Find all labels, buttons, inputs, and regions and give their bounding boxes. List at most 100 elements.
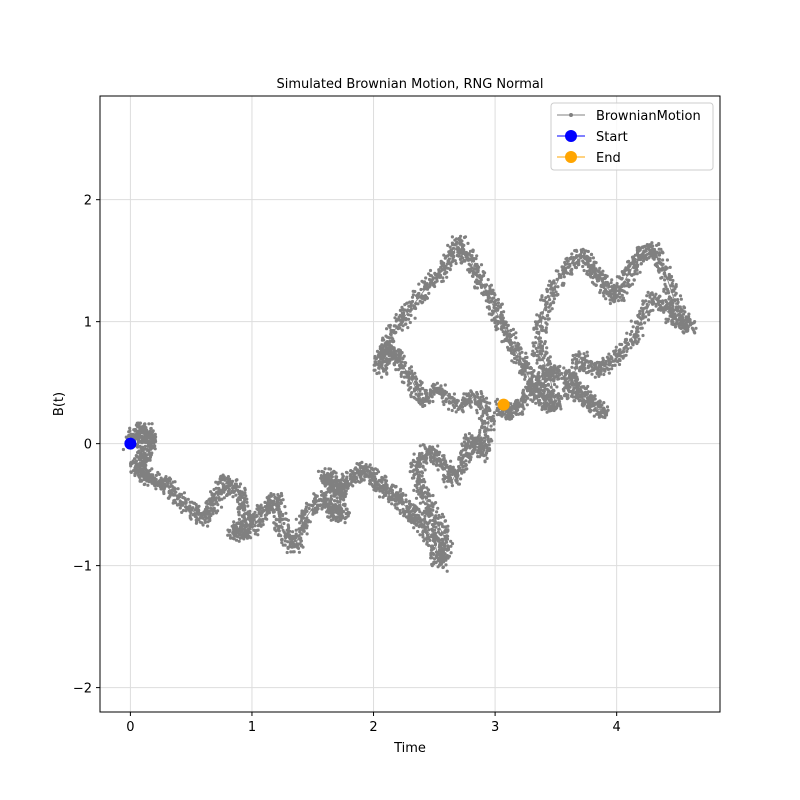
brownian-point (474, 257, 478, 261)
brownian-point (496, 319, 500, 324)
brownian-point (401, 492, 405, 496)
brownian-point (201, 523, 205, 527)
brownian-point (136, 424, 140, 428)
brownian-point (626, 260, 630, 264)
brownian-point (414, 392, 418, 396)
brownian-point (540, 294, 544, 298)
brownian-point (682, 326, 687, 330)
brownian-point (424, 276, 428, 280)
brownian-point (275, 507, 279, 511)
brownian-point (571, 258, 576, 262)
brownian-point (475, 411, 479, 415)
brownian-point (221, 485, 225, 489)
brownian-point (421, 535, 425, 539)
brownian-point (320, 499, 324, 503)
brownian-point (315, 494, 319, 498)
brownian-point (232, 537, 236, 541)
brownian-point (454, 475, 459, 479)
brownian-point (400, 305, 404, 309)
brownian-point (451, 243, 455, 247)
brownian-point (154, 435, 158, 439)
brownian-point (206, 520, 210, 524)
brownian-point (333, 499, 337, 503)
brownian-point (188, 509, 192, 513)
brownian-point (459, 477, 463, 481)
brownian-point (605, 290, 609, 294)
brownian-point (227, 530, 231, 534)
brownian-point (435, 388, 439, 393)
brownian-point (461, 448, 465, 452)
brownian-point (444, 485, 448, 489)
brownian-point (404, 316, 408, 321)
brownian-point (428, 390, 433, 395)
brownian-point (598, 290, 602, 295)
brownian-point (537, 314, 541, 318)
brownian-point (476, 435, 480, 439)
brownian-point (418, 383, 422, 387)
brownian-point (277, 512, 281, 516)
brownian-point (694, 326, 698, 330)
brownian-point (328, 511, 332, 515)
brownian-point (393, 493, 397, 497)
brownian-point (377, 371, 381, 375)
brownian-point (538, 344, 542, 348)
brownian-point (224, 477, 228, 481)
brownian-point (410, 369, 414, 373)
brownian-point (432, 533, 436, 537)
brownian-point (597, 270, 601, 274)
brownian-point (471, 269, 475, 273)
brownian-point (138, 478, 142, 482)
brownian-point (398, 508, 402, 513)
brownian-point (463, 433, 468, 437)
brownian-point (334, 509, 339, 513)
brownian-point (437, 548, 441, 552)
brownian-point (601, 269, 605, 273)
brownian-point (532, 344, 536, 348)
brownian-point (665, 258, 670, 262)
brownian-point (299, 536, 303, 540)
brownian-point (459, 238, 463, 242)
brownian-point (392, 351, 396, 355)
brownian-point (157, 472, 161, 476)
brownian-point (601, 284, 605, 288)
brownian-point (387, 346, 391, 350)
brownian-point (597, 278, 601, 283)
brownian-point (325, 510, 329, 514)
brownian-point (642, 250, 646, 254)
brownian-point (143, 425, 147, 429)
brownian-point (450, 408, 454, 413)
brownian-point (423, 480, 427, 484)
brownian-point (427, 506, 431, 510)
brownian-point (372, 475, 376, 479)
brownian-point (244, 494, 248, 498)
brownian-point (535, 361, 539, 365)
brownian-point (441, 276, 445, 280)
brownian-point (678, 294, 683, 298)
brownian-point (476, 395, 480, 399)
brownian-point (332, 469, 336, 473)
brownian-point (148, 432, 153, 436)
brownian-point (207, 498, 211, 502)
brownian-point (146, 483, 150, 487)
brownian-point (418, 501, 422, 505)
brownian-point (502, 320, 506, 324)
brownian-point (681, 309, 685, 313)
brownian-point (453, 401, 457, 405)
brownian-point (437, 268, 441, 272)
brownian-point (635, 272, 639, 276)
brownian-point (238, 482, 243, 486)
brownian-point (362, 465, 366, 469)
brownian-point (489, 424, 493, 428)
brownian-point (358, 474, 362, 478)
brownian-point (153, 478, 157, 482)
brownian-point (153, 481, 157, 485)
brownian-point (613, 289, 617, 293)
brownian-point (243, 498, 247, 502)
brownian-point (583, 261, 587, 265)
brownian-point (538, 324, 542, 328)
brownian-point (178, 499, 182, 503)
brownian-point (147, 479, 151, 483)
brownian-point (428, 268, 433, 273)
brownian-point (179, 503, 183, 507)
brownian-point (401, 507, 405, 511)
